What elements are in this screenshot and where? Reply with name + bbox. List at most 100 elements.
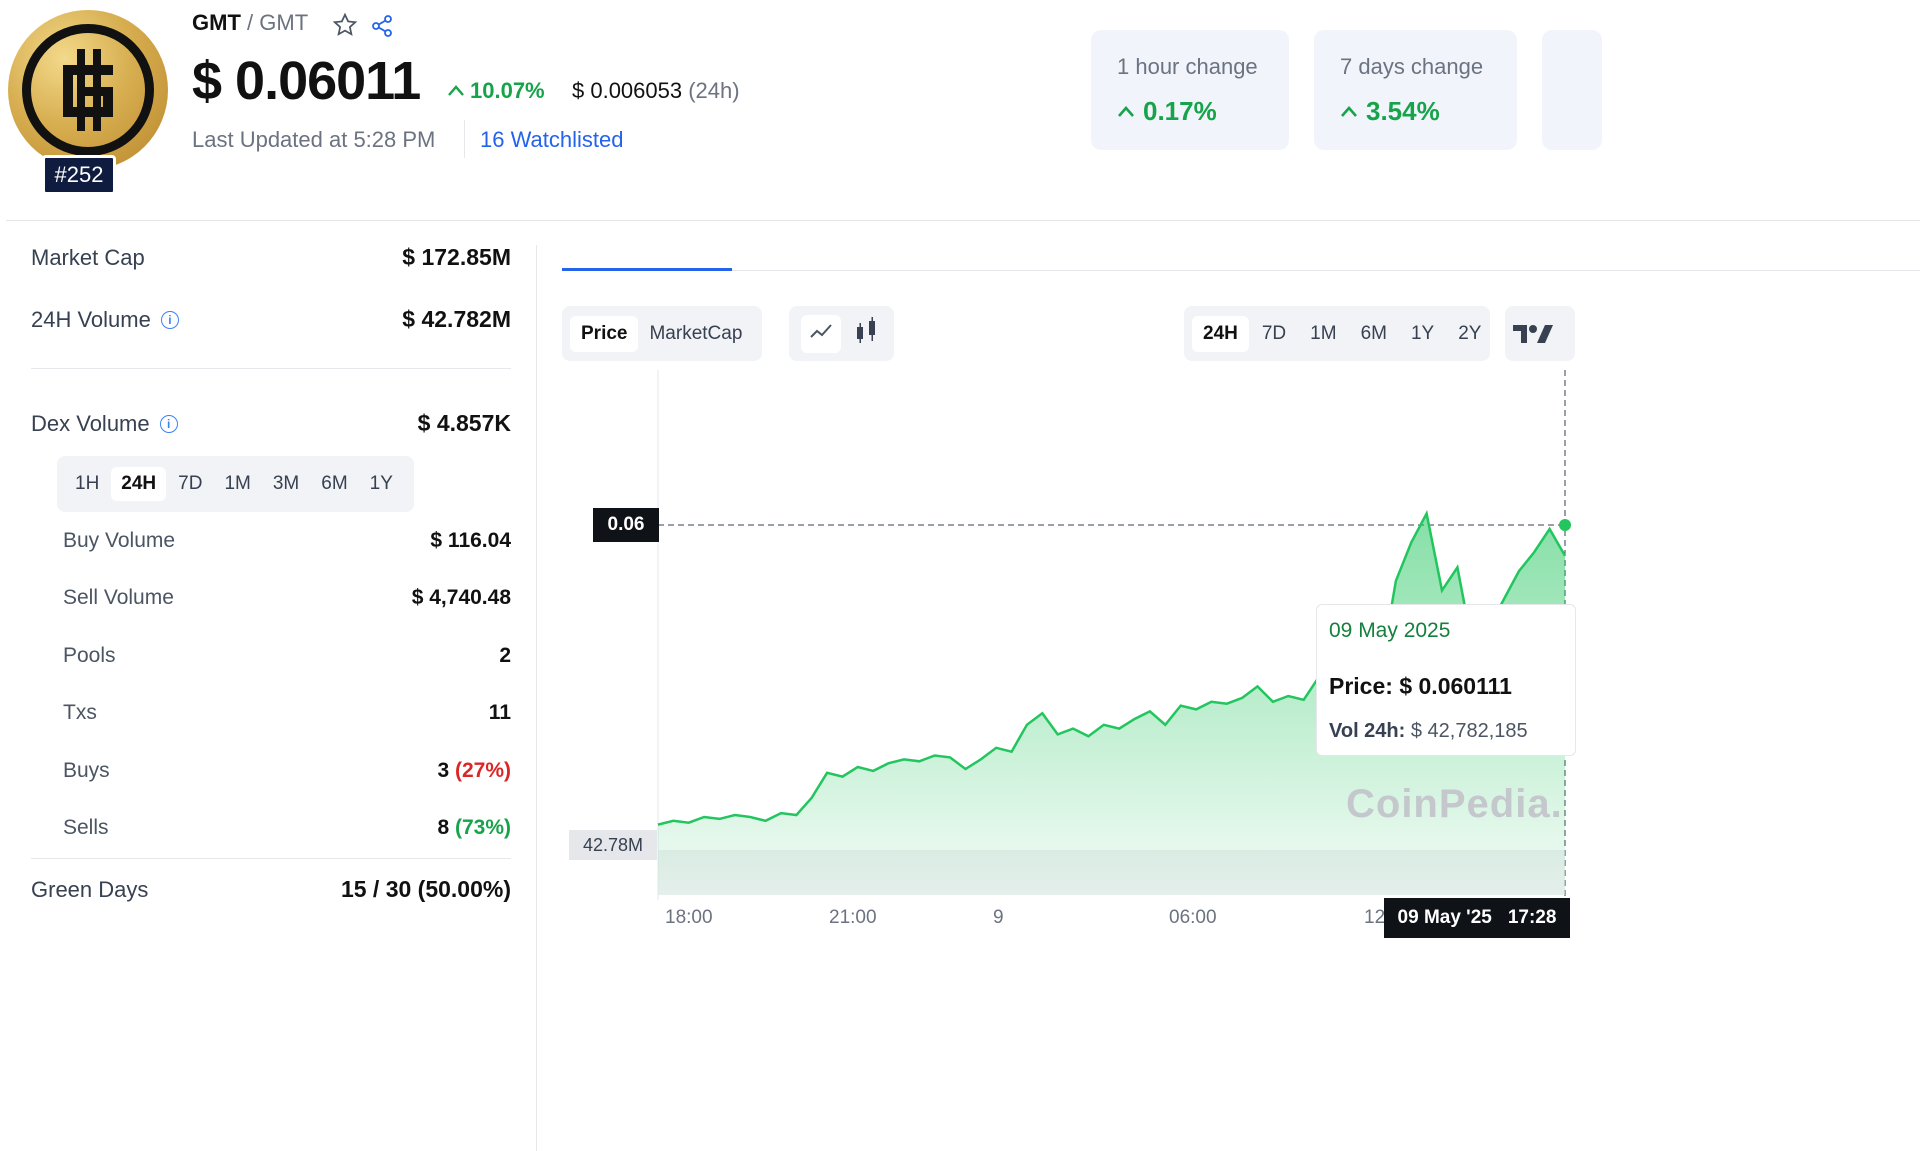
dex-volume-label: Dex Volume — [31, 410, 150, 436]
green-days-label: Green Days — [31, 876, 149, 902]
coin-symbol-sub: GMT — [259, 10, 309, 35]
price-area — [658, 513, 1565, 895]
pools-value: 2 — [499, 644, 511, 667]
range-tab-1y[interactable]: 1Y — [1410, 322, 1435, 344]
tab-marketcap[interactable]: MarketCap — [649, 322, 743, 344]
price-line — [657, 509, 1567, 826]
coin-logo — [8, 10, 168, 170]
buys-row: Buys 3 (27%) — [63, 759, 511, 783]
cursor-date: 09 May '25 — [1397, 907, 1492, 928]
x-tick: 12 — [1364, 907, 1386, 928]
coinpedia-watermark: CoinPedia. — [1346, 782, 1563, 826]
chart-tooltip: 09 May 2025 Price: $ 0.060111 Vol 24h: $… — [1316, 604, 1576, 756]
market-cap-label: Market Cap — [31, 244, 145, 270]
change-value: 3.54% — [1340, 96, 1491, 127]
arrow-up-icon — [448, 85, 464, 96]
change-card-7d: 7 days change 3.54% — [1314, 30, 1517, 150]
buys-pct: (27%) — [454, 759, 511, 782]
green-days-row: Green Days 15 / 30 (50.00%) — [31, 876, 511, 903]
range-tab-2y[interactable]: 2Y — [1458, 322, 1482, 344]
change-label: 7 days change — [1340, 54, 1484, 79]
tooltip-vol-value: $ 42,782,185 — [1410, 720, 1528, 742]
low-price: $ 0.006053 (24h) — [572, 78, 740, 104]
tradingview-icon — [1513, 324, 1553, 343]
tooltip-volume: Vol 24h: $ 42,782,185 — [1329, 720, 1563, 743]
dex-tab-1h[interactable]: 1H — [75, 473, 100, 494]
dex-tab-6m[interactable]: 6M — [321, 473, 348, 494]
x-tick: 06:00 — [1169, 907, 1217, 928]
range-tab-7d[interactable]: 7D — [1261, 322, 1287, 344]
info-icon[interactable]: i — [159, 414, 178, 433]
range-tab-1m[interactable]: 1M — [1310, 322, 1337, 344]
tab-price[interactable]: Price — [570, 315, 639, 352]
volume-axis-tag: 42.78M — [569, 830, 657, 860]
dex-tab-7d[interactable]: 7D — [178, 473, 203, 494]
candlestick-button[interactable] — [855, 317, 879, 350]
buys-label: Buys — [63, 759, 110, 782]
chevron-up-icon — [1341, 105, 1357, 117]
sell-volume-value: $ 4,740.48 — [411, 586, 511, 609]
dex-tab-3m[interactable]: 3M — [272, 473, 300, 494]
sell-volume-label: Sell Volume — [63, 586, 174, 609]
buys-value: 3 — [437, 759, 450, 782]
price-cursor-dot — [1559, 519, 1571, 531]
last-updated: Last Updated at 5:28 PM — [192, 127, 436, 152]
x-tick: 9 — [993, 907, 1004, 928]
buy-volume-label: Buy Volume — [63, 529, 176, 552]
chevron-up-icon — [1118, 105, 1134, 117]
tradingview-button[interactable] — [1505, 306, 1575, 361]
stats-divider — [31, 368, 511, 369]
x-tick: 18:00 — [665, 907, 713, 928]
sells-pct: (73%) — [454, 816, 511, 839]
sells-label: Sells — [63, 816, 109, 839]
change-card-partial — [1542, 30, 1602, 150]
tooltip-price: Price: $ 0.060111 — [1329, 673, 1563, 700]
range-tab-6m[interactable]: 6M — [1360, 322, 1387, 344]
dex-tab-1m[interactable]: 1M — [224, 473, 251, 494]
green-days-divider — [31, 858, 511, 859]
watchlisted-link[interactable]: 16 Watchlisted — [480, 127, 624, 152]
gmt-logo-icon — [63, 49, 113, 131]
coin-ticker: GMT / GMT — [192, 10, 308, 36]
line-chart-icon — [810, 323, 832, 338]
info-icon[interactable]: i — [160, 310, 179, 329]
chart-style-toggle — [789, 306, 894, 361]
price-chart[interactable] — [540, 370, 1920, 940]
buy-volume-value: $ 116.04 — [430, 529, 511, 552]
time-axis-tag: 09 May '25 17:28 — [1384, 898, 1570, 938]
tooltip-price-value: $ 0.060111 — [1399, 673, 1512, 699]
candlestick-icon — [857, 317, 875, 343]
tooltip-date: 09 May 2025 — [1329, 619, 1451, 642]
low-price-period: (24h) — [688, 78, 740, 103]
change-label: 1 hour change — [1117, 54, 1258, 79]
green-days-value: 15 / 30 (50.00%) — [340, 876, 511, 902]
price-change-value: 10.07% — [470, 78, 545, 103]
change-card-1h: 1 hour change 0.17% — [1091, 30, 1289, 150]
low-price-value: $ 0.006053 — [572, 78, 683, 103]
star-icon[interactable] — [332, 12, 358, 38]
dex-tab-24h[interactable]: 24H — [111, 467, 167, 501]
range-tab-24h[interactable]: 24H — [1192, 315, 1249, 352]
tooltip-vol-label: Vol 24h: — [1329, 720, 1406, 742]
price-change-24h: 10.07% — [446, 78, 545, 104]
sells-value: 8 — [437, 816, 450, 839]
sell-volume-row: Sell Volume $ 4,740.48 — [63, 586, 511, 610]
volume-row: 24H Volume i $ 42.782M — [31, 306, 511, 333]
pools-label: Pools — [63, 644, 116, 667]
header-divider — [464, 120, 465, 158]
dex-volume-value: $ 4.857K — [417, 410, 511, 436]
panel-separator — [536, 245, 537, 1151]
x-tick: 21:00 — [829, 907, 877, 928]
share-icon[interactable] — [370, 14, 394, 38]
change-value-text: 0.17% — [1143, 96, 1217, 126]
chart-type-toggle: Price MarketCap — [562, 306, 762, 361]
chart-tab-indicator — [562, 268, 732, 271]
volume-value: $ 42.782M — [402, 306, 511, 332]
market-cap-value: $ 172.85M — [402, 244, 511, 270]
rank-badge: #252 — [42, 155, 116, 195]
cursor-time: 17:28 — [1507, 907, 1557, 928]
pools-row: Pools 2 — [63, 644, 511, 668]
line-chart-button[interactable] — [801, 314, 841, 353]
dex-tab-1y[interactable]: 1Y — [369, 473, 393, 494]
buy-volume-row: Buy Volume $ 116.04 — [63, 529, 511, 553]
